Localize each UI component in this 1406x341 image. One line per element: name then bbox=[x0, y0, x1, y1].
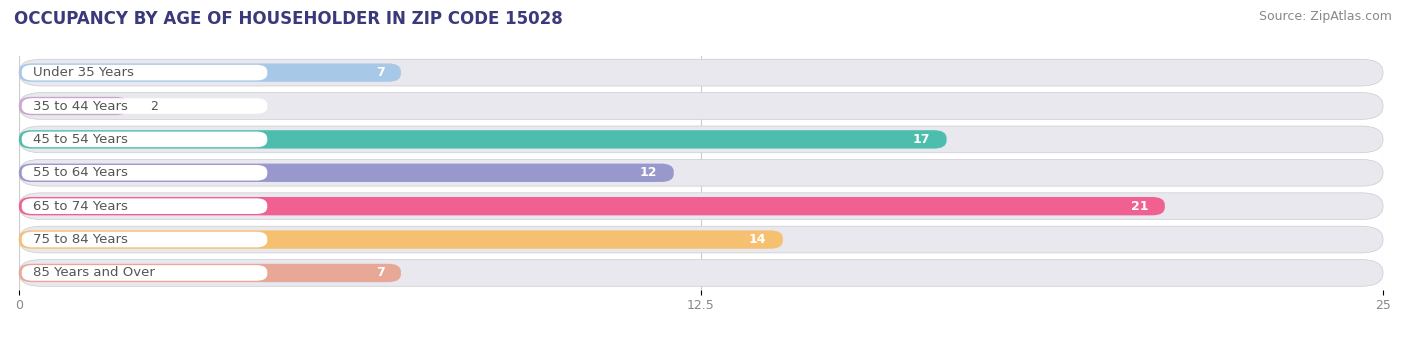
FancyBboxPatch shape bbox=[21, 65, 267, 80]
FancyBboxPatch shape bbox=[20, 59, 1384, 86]
FancyBboxPatch shape bbox=[20, 97, 128, 115]
Text: 65 to 74 Years: 65 to 74 Years bbox=[32, 200, 128, 213]
Text: Source: ZipAtlas.com: Source: ZipAtlas.com bbox=[1258, 10, 1392, 23]
FancyBboxPatch shape bbox=[21, 265, 267, 281]
FancyBboxPatch shape bbox=[20, 93, 1384, 119]
FancyBboxPatch shape bbox=[21, 165, 267, 181]
Text: 85 Years and Over: 85 Years and Over bbox=[32, 266, 155, 279]
FancyBboxPatch shape bbox=[20, 193, 1384, 220]
Text: 7: 7 bbox=[375, 66, 385, 79]
FancyBboxPatch shape bbox=[21, 98, 267, 114]
Text: OCCUPANCY BY AGE OF HOUSEHOLDER IN ZIP CODE 15028: OCCUPANCY BY AGE OF HOUSEHOLDER IN ZIP C… bbox=[14, 10, 562, 28]
Text: 55 to 64 Years: 55 to 64 Years bbox=[32, 166, 128, 179]
FancyBboxPatch shape bbox=[20, 260, 1384, 286]
Text: 2: 2 bbox=[150, 100, 157, 113]
Text: 17: 17 bbox=[912, 133, 931, 146]
FancyBboxPatch shape bbox=[20, 164, 673, 182]
FancyBboxPatch shape bbox=[20, 126, 1384, 153]
Text: 14: 14 bbox=[749, 233, 766, 246]
FancyBboxPatch shape bbox=[20, 226, 1384, 253]
Text: 45 to 54 Years: 45 to 54 Years bbox=[32, 133, 128, 146]
Text: 21: 21 bbox=[1130, 200, 1149, 213]
FancyBboxPatch shape bbox=[20, 130, 946, 149]
Text: 7: 7 bbox=[375, 266, 385, 279]
Text: 75 to 84 Years: 75 to 84 Years bbox=[32, 233, 128, 246]
FancyBboxPatch shape bbox=[20, 197, 1164, 216]
Text: 12: 12 bbox=[640, 166, 658, 179]
FancyBboxPatch shape bbox=[21, 232, 267, 247]
FancyBboxPatch shape bbox=[21, 198, 267, 214]
FancyBboxPatch shape bbox=[20, 160, 1384, 186]
FancyBboxPatch shape bbox=[20, 231, 783, 249]
Text: 35 to 44 Years: 35 to 44 Years bbox=[32, 100, 128, 113]
FancyBboxPatch shape bbox=[20, 63, 401, 82]
Text: Under 35 Years: Under 35 Years bbox=[32, 66, 134, 79]
FancyBboxPatch shape bbox=[21, 132, 267, 147]
FancyBboxPatch shape bbox=[20, 264, 401, 282]
